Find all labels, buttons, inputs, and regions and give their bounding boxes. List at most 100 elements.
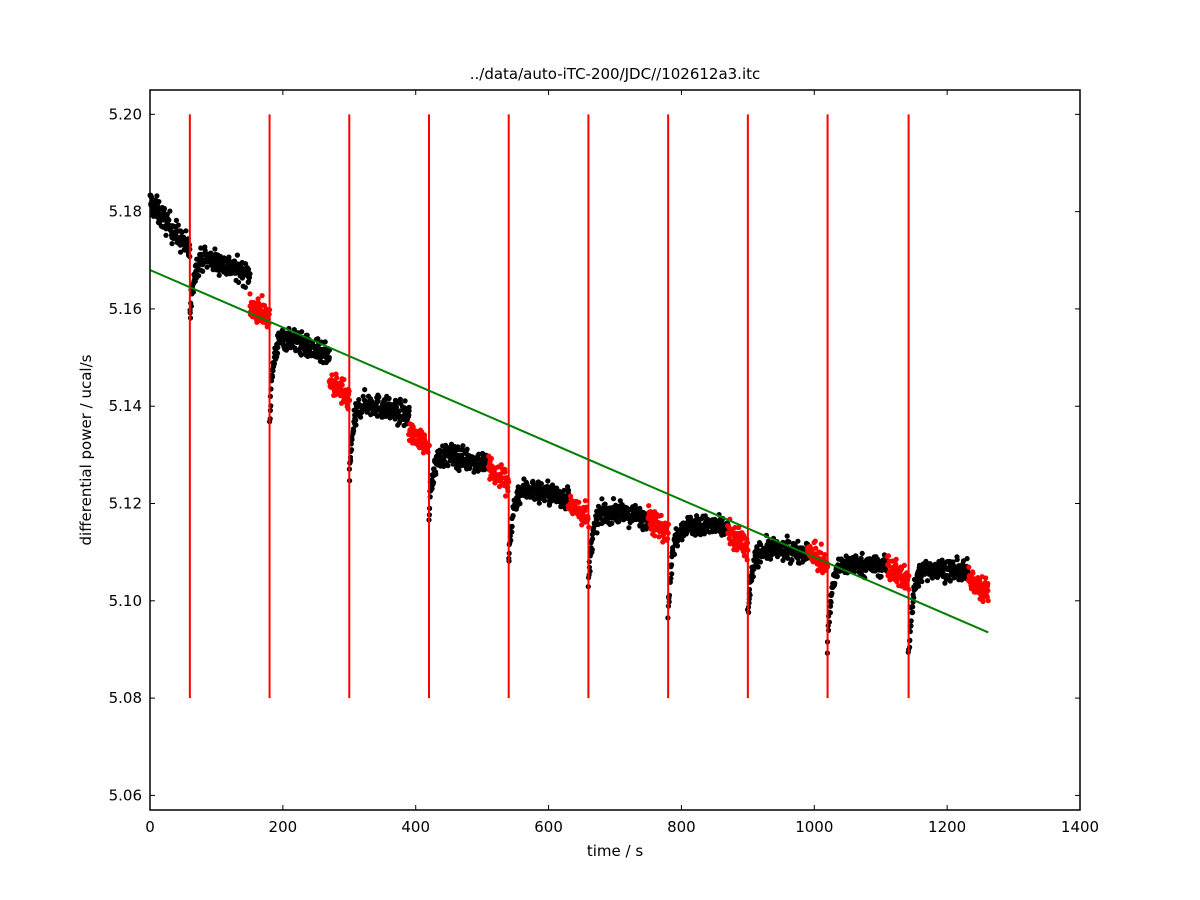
data-point xyxy=(617,498,623,504)
axes-frame xyxy=(149,89,1081,811)
data-point xyxy=(908,623,914,629)
fit-window-point xyxy=(885,553,892,559)
data-point xyxy=(613,502,619,508)
data-point xyxy=(637,505,643,511)
data-point xyxy=(175,222,181,228)
data-point xyxy=(517,501,523,507)
data-point xyxy=(679,537,685,543)
data-point xyxy=(358,414,364,420)
data-point xyxy=(908,618,914,624)
data-point xyxy=(669,562,675,568)
data-point xyxy=(177,249,184,255)
data-point xyxy=(610,496,617,502)
data-point xyxy=(858,555,864,561)
data-point xyxy=(509,529,515,535)
fit-window-point xyxy=(980,598,986,605)
data-point xyxy=(156,199,162,205)
y-tick-label: 5.10 xyxy=(109,592,142,610)
data-point xyxy=(274,350,281,356)
data-point xyxy=(589,531,596,538)
fit-window-point xyxy=(576,499,582,505)
data-point xyxy=(834,573,840,579)
data-point xyxy=(212,246,218,252)
fit-window-point xyxy=(985,588,991,594)
fit-window-point xyxy=(812,538,818,544)
y-tick-label: 5.12 xyxy=(109,495,142,513)
data-point xyxy=(169,241,175,247)
data-point xyxy=(510,513,516,519)
data-point xyxy=(916,583,922,589)
fit-window-point xyxy=(502,469,508,475)
fit-window-point xyxy=(970,570,976,576)
data-point xyxy=(353,417,359,423)
data-point xyxy=(353,422,359,428)
fit-window-point xyxy=(646,503,652,509)
data-point xyxy=(326,354,332,361)
x-tick-label: 600 xyxy=(534,818,563,836)
data-point xyxy=(299,329,305,335)
fit-window-point xyxy=(818,550,824,556)
data-point xyxy=(226,254,232,260)
data-point xyxy=(464,446,470,452)
data-point xyxy=(382,398,388,404)
y-tick-label: 5.14 xyxy=(109,397,142,415)
data-point xyxy=(859,550,865,557)
data-point xyxy=(832,580,838,587)
data-point xyxy=(406,412,412,418)
data-point xyxy=(166,217,172,223)
data-point xyxy=(406,404,412,410)
data-point xyxy=(402,398,408,404)
data-point xyxy=(795,538,801,544)
data-point xyxy=(460,443,466,449)
data-point xyxy=(536,500,542,506)
data-point xyxy=(853,553,859,560)
y-tick-label: 5.20 xyxy=(109,105,142,123)
fit-window-point xyxy=(255,296,261,302)
data-point xyxy=(919,578,925,585)
data-point xyxy=(270,368,276,374)
y-tick-label: 5.18 xyxy=(109,203,142,221)
data-point xyxy=(154,193,160,199)
data-point xyxy=(757,559,764,565)
data-point xyxy=(356,397,362,403)
data-point xyxy=(668,575,674,582)
fit-window-point xyxy=(818,541,824,547)
data-point xyxy=(183,228,189,234)
data-point xyxy=(196,273,202,279)
data-point xyxy=(674,543,681,549)
fit-window-point xyxy=(582,498,588,504)
data-point xyxy=(246,274,253,281)
fit-window-point xyxy=(658,512,664,519)
data-point xyxy=(173,217,179,223)
data-point xyxy=(163,232,169,238)
data-point xyxy=(755,564,761,570)
fit-window-point xyxy=(656,534,662,540)
fit-window-point xyxy=(652,533,658,539)
data-point xyxy=(827,603,834,609)
fit-window-point xyxy=(983,575,989,581)
data-point xyxy=(757,541,764,548)
fit-window-point xyxy=(901,562,908,569)
fit-window-point xyxy=(734,547,740,553)
data-point xyxy=(236,279,242,285)
fit-window-point xyxy=(488,455,494,462)
data-point xyxy=(684,529,690,535)
fit-window-point xyxy=(822,552,828,558)
plot-area xyxy=(147,114,991,699)
data-point xyxy=(315,336,321,342)
fit-window-point xyxy=(334,375,340,381)
fit-window-point xyxy=(341,376,347,383)
fit-window-point xyxy=(985,581,991,587)
data-point xyxy=(429,486,435,492)
data-point xyxy=(198,245,204,251)
data-point xyxy=(564,498,570,504)
x-tick-label: 800 xyxy=(667,818,696,836)
data-point xyxy=(632,502,638,509)
data-point xyxy=(541,498,548,504)
x-tick-label: 200 xyxy=(269,818,298,836)
fit-window-point xyxy=(968,586,975,592)
data-point xyxy=(947,578,953,584)
data-point xyxy=(179,229,185,235)
data-point xyxy=(204,264,210,270)
